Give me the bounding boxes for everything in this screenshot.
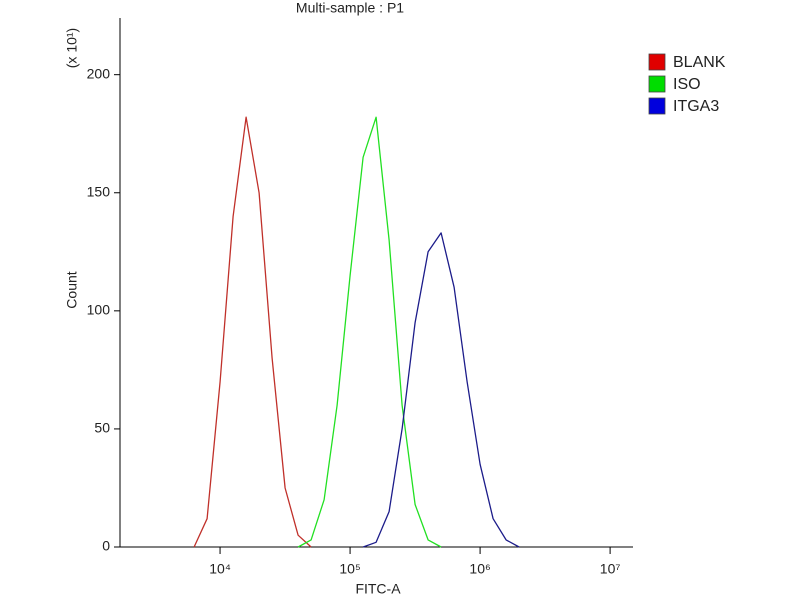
histogram-line	[193, 116, 312, 548]
y-tick-label: 150	[87, 183, 111, 199]
legend-swatch	[648, 53, 666, 71]
x-tick-label: 10⁶	[469, 561, 490, 577]
chart-title: Multi-sample : P1	[296, 0, 404, 16]
x-axis-label: FITC-A	[355, 581, 401, 597]
y-multiplier: (x 10¹)	[64, 28, 80, 68]
legend-label: BLANK	[673, 54, 726, 71]
x-tick-label: 10⁴	[209, 561, 231, 577]
legend-label: ISO	[673, 76, 701, 93]
histogram-line	[362, 232, 520, 548]
y-tick-label: 100	[87, 302, 111, 318]
legend-label: ITGA3	[673, 98, 719, 115]
y-tick-label: 0	[102, 538, 110, 554]
x-tick-label: 10⁵	[339, 561, 360, 577]
y-axis-label: Count	[64, 271, 80, 308]
x-tick-label: 10⁷	[600, 561, 621, 577]
y-tick-label: 200	[87, 65, 111, 81]
legend-swatch	[648, 75, 666, 93]
legend-swatch	[648, 97, 666, 115]
y-tick-label: 50	[94, 420, 110, 436]
histogram-line	[297, 116, 442, 548]
